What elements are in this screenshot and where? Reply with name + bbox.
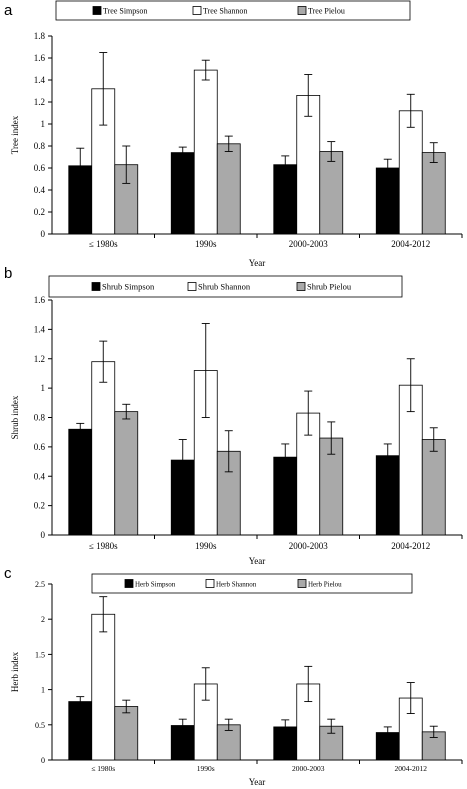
legend-swatch xyxy=(91,282,101,291)
x-tick-label: 2004-2012 xyxy=(391,541,430,551)
y-tick-label: 0.5 xyxy=(35,721,45,730)
legend-box xyxy=(91,573,413,594)
x-tick-label: 1990s xyxy=(195,239,217,249)
x-tick-label: ≤ 1980s xyxy=(91,764,115,773)
legend-label: Tree Shannon xyxy=(203,7,247,16)
chart-panel-shrub: b 0 0.2 0.4 0.6 0.8 1 1.2 1.4 1.6 Shrub index ≤ 19… xyxy=(0,263,467,566)
legend-label: Shrub Simpson xyxy=(102,282,155,292)
y-tick-label: 0.2 xyxy=(34,501,45,511)
x-tick-label: ≤ 1980s xyxy=(89,239,118,249)
legend-label: Tree Simpson xyxy=(103,7,147,16)
bar xyxy=(68,428,93,536)
y-tick-label: 0.2 xyxy=(34,207,45,217)
legend-label: Herb Simpson xyxy=(135,581,176,589)
bar xyxy=(273,164,298,235)
herb-index-chart: 0 0.5 1 1.5 2 2.5 Herb index ≤ 1980s 1990s 2000-2… xyxy=(10,573,463,787)
y-tick-label: 2 xyxy=(41,615,45,624)
legend-label: Herb Pielou xyxy=(308,581,342,589)
bar xyxy=(375,167,400,235)
x-axis-label: Year xyxy=(249,777,266,787)
legend-swatch xyxy=(92,6,102,15)
y-axis-label: Shrub index xyxy=(10,395,20,439)
y-tick-label: 1.4 xyxy=(34,75,46,85)
bar xyxy=(114,411,139,536)
y-tick-label: 1.2 xyxy=(34,97,45,107)
shrub-index-chart: 0 0.2 0.4 0.6 0.8 1 1.2 1.4 1.6 Shrub index ≤ 1980… xyxy=(10,275,463,566)
x-axis-label: Year xyxy=(249,556,266,566)
y-tick-label: 1.2 xyxy=(34,354,45,364)
x-tick-label: 1990s xyxy=(195,541,217,551)
x-tick-label: 2000-2003 xyxy=(289,239,328,249)
bar xyxy=(421,439,446,536)
y-tick-label: 0.4 xyxy=(34,471,46,481)
legend-label: Herb Shannon xyxy=(216,581,257,589)
x-tick-label: 2004-2012 xyxy=(391,239,430,249)
chart-panel-tree: a 0 0.2 0.4 0.6 0.8 1 1.2 1.4 1.6 1.8 Tree index ≤ … xyxy=(0,0,467,268)
bar xyxy=(421,152,446,235)
y-tick-label: 0 xyxy=(41,756,45,765)
y-tick-label: 2.5 xyxy=(35,580,45,589)
y-tick-label: 0.6 xyxy=(34,163,46,173)
y-tick-label: 1.4 xyxy=(34,324,46,334)
bar xyxy=(319,151,344,235)
legend-swatch xyxy=(187,282,197,291)
bar xyxy=(114,706,139,761)
y-tick-label: 0 xyxy=(41,530,46,540)
tree-index-chart: 0 0.2 0.4 0.6 0.8 1 1.2 1.4 1.6 1.8 Tree index ≤ 19… xyxy=(10,0,463,268)
y-tick-label: 0 xyxy=(41,229,46,239)
panel-label: b xyxy=(4,265,13,282)
y-tick-label: 1.8 xyxy=(34,31,46,41)
legend-swatch xyxy=(192,6,202,15)
x-tick-label: 2000-2003 xyxy=(292,764,325,773)
bar xyxy=(170,152,195,235)
bar xyxy=(68,701,93,761)
x-axis-label: Year xyxy=(249,258,266,268)
panel-label: a xyxy=(4,2,13,19)
bar xyxy=(91,613,116,761)
bar xyxy=(193,69,218,235)
x-tick-label: 2004-2012 xyxy=(395,764,428,773)
legend-swatch xyxy=(296,282,306,291)
y-tick-label: 1 xyxy=(41,119,46,129)
chart-panel-herb: c 0 0.5 1 1.5 2 2.5 Herb index ≤ 1980s 1990s 2000… xyxy=(0,563,467,789)
legend-swatch xyxy=(297,6,307,15)
legend-label: Tree Pielou xyxy=(308,7,345,16)
y-tick-label: 0.6 xyxy=(34,442,46,452)
legend-swatch xyxy=(205,579,215,588)
y-axis-label: Herb index xyxy=(10,651,20,692)
bar xyxy=(398,110,423,235)
legend-box xyxy=(48,275,403,298)
y-axis-label: Tree index xyxy=(10,115,20,154)
bar xyxy=(91,361,116,536)
y-tick-label: 0.8 xyxy=(34,141,46,151)
panel-label: c xyxy=(4,565,12,582)
legend-label: Shrub Shannon xyxy=(198,282,251,292)
y-tick-label: 0.4 xyxy=(34,185,46,195)
x-tick-label: ≤ 1980s xyxy=(89,541,118,551)
y-tick-label: 1 xyxy=(41,686,45,695)
x-tick-label: 2000-2003 xyxy=(289,541,328,551)
legend-swatch xyxy=(297,579,307,588)
legend-swatch xyxy=(124,579,134,588)
y-tick-label: 1.6 xyxy=(34,53,46,63)
y-tick-label: 1.5 xyxy=(35,650,45,659)
legend-label: Shrub Pielou xyxy=(307,282,352,292)
y-tick-label: 0.8 xyxy=(34,413,46,423)
y-tick-label: 1.6 xyxy=(34,295,46,305)
x-tick-label: 1990s xyxy=(197,764,215,773)
y-tick-label: 1 xyxy=(41,383,46,393)
bar xyxy=(216,143,241,235)
legend-box xyxy=(55,0,411,21)
